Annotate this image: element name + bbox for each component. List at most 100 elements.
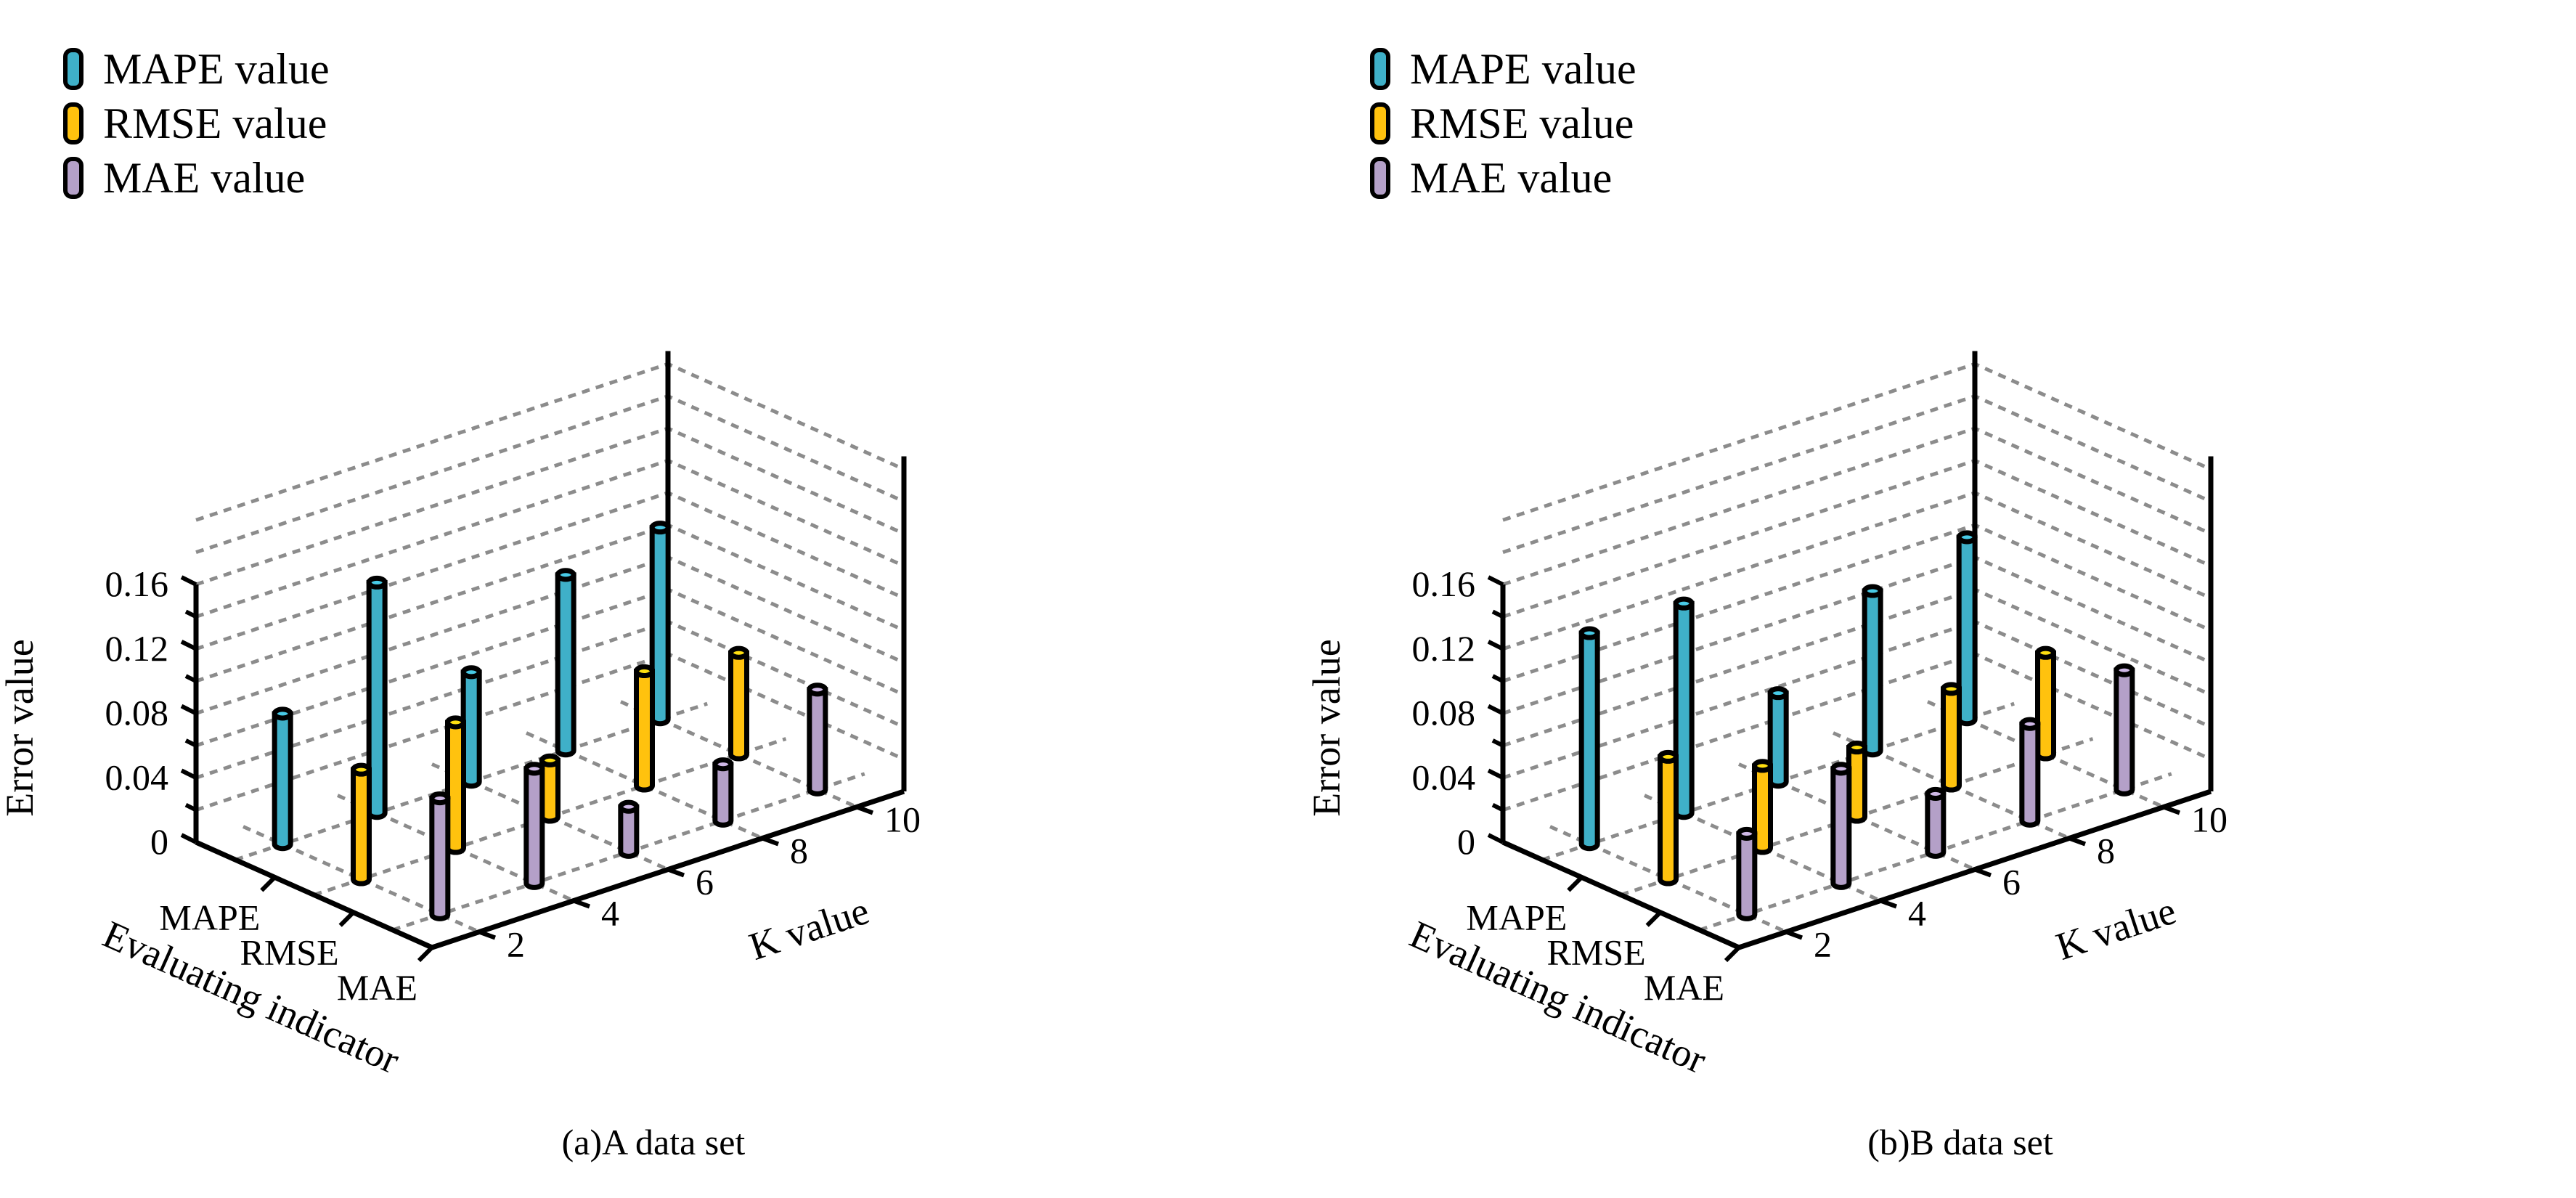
bar-rmse-value-k2 — [1658, 749, 1679, 887]
gridline-z — [195, 555, 905, 715]
bar-mape-value-k8 — [555, 568, 576, 758]
gridline-z — [1502, 458, 2212, 619]
z-tick-label: 0 — [150, 821, 168, 862]
bar-mae-value-k6 — [1925, 786, 1947, 859]
bar-cap — [1767, 686, 1789, 701]
bar-rmse-value-k4 — [1752, 759, 1773, 855]
k-tick-label-10: 10 — [884, 799, 921, 840]
gridline-z — [1502, 523, 2212, 683]
bar-cap — [460, 665, 482, 680]
bar-mape-value-k2 — [1578, 626, 1600, 852]
k-tick-mark — [855, 804, 874, 815]
bar-cap — [1578, 626, 1600, 640]
gridline-z — [195, 587, 905, 748]
gridline-z — [195, 426, 905, 587]
k-tick-mark — [572, 898, 591, 909]
bar-body — [272, 711, 293, 852]
x-tick-mark — [338, 910, 355, 927]
z-tick-mark — [180, 833, 197, 844]
z-tick-mark — [1491, 738, 1504, 748]
bar-cap — [712, 757, 734, 772]
bar-body — [1736, 831, 1758, 921]
bar-cap — [1673, 596, 1695, 611]
bar-cap — [649, 521, 671, 535]
bar-cap — [555, 568, 576, 582]
x-tick-label-rmse: RMSE — [1546, 932, 1645, 973]
gridline-z — [195, 458, 905, 619]
bar-mae-value-k4 — [1830, 762, 1852, 890]
k-axis-title: K value — [743, 889, 874, 969]
bar-cap — [2114, 663, 2135, 677]
gridline-z — [1502, 426, 2212, 587]
bar-cap — [728, 645, 749, 660]
k-tick-mark — [2068, 836, 2087, 847]
legend-label: RMSE value — [1410, 99, 1634, 147]
bar-cap — [445, 715, 466, 730]
k-tick-label-8: 8 — [2097, 831, 2115, 871]
bar-rmse-value-k10 — [728, 645, 749, 762]
legend-swatch — [63, 102, 83, 144]
legend-label: MAE value — [1410, 154, 1612, 202]
bar-body — [523, 766, 545, 890]
legend-swatch — [63, 48, 83, 90]
x-tick-mark — [260, 876, 277, 892]
bar-cap — [2035, 645, 2056, 660]
bar-mae-value-k10 — [807, 682, 828, 796]
x-tick-mark — [1645, 910, 1662, 927]
bar-body — [634, 668, 655, 793]
z-tick-label: 0.04 — [105, 757, 169, 797]
bar-body — [728, 650, 749, 762]
z-tick-label: 0.16 — [1412, 563, 1476, 604]
k-axis-title: K value — [2050, 889, 2181, 969]
k-tick-label-6: 6 — [2002, 862, 2021, 902]
bars — [272, 521, 828, 921]
z-tick-label: 0.08 — [1412, 693, 1476, 733]
bar-cap — [618, 799, 640, 814]
panel-caption: (b)B data set — [1867, 1122, 2053, 1162]
legend: MAPE value RMSE value MAE value — [1370, 45, 1637, 202]
bar-cap — [1925, 786, 1947, 802]
bar-rmse-value-k2 — [351, 762, 372, 887]
k-tick-mark — [1973, 867, 1992, 878]
bar-cap — [1941, 682, 1962, 696]
z-tick-mark — [1491, 609, 1504, 619]
bar-mape-value-k2 — [272, 706, 293, 852]
bar-cap — [1846, 741, 1867, 755]
k-tick-label-8: 8 — [790, 831, 808, 871]
z-tick-mark — [1491, 802, 1504, 812]
bar-cap — [1658, 749, 1679, 764]
bar-cap — [807, 682, 828, 697]
x-tick-mark — [1567, 876, 1583, 892]
x-tick-label-mape: MAPE — [159, 897, 260, 937]
x-tick-label-mape: MAPE — [1466, 897, 1567, 937]
z-tick-mark — [184, 802, 197, 812]
bar-cap — [272, 706, 293, 721]
z-tick-mark — [1487, 704, 1504, 716]
bar-cap — [351, 762, 372, 777]
k-tick-mark — [1785, 929, 1803, 940]
legend-item-mae-value: MAE value — [63, 154, 305, 202]
bar-body — [1941, 686, 1962, 793]
bar-body — [1925, 791, 1947, 859]
gridline-z — [195, 523, 905, 683]
legend-item-rmse-value: RMSE value — [1370, 99, 1634, 147]
z-tick-label: 0.12 — [105, 628, 169, 669]
legend-label: MAE value — [103, 154, 305, 202]
x-axis — [1501, 839, 1740, 950]
bar-body — [1862, 588, 1883, 758]
bar-mae-value-k4 — [523, 762, 545, 890]
bar-mae-value-k10 — [2114, 663, 2135, 796]
z-tick-mark — [184, 609, 197, 619]
legend-swatch — [1370, 48, 1390, 90]
bar-body — [1578, 630, 1600, 852]
gridline-z — [195, 491, 905, 651]
legend-item-mape-value: MAPE value — [1370, 45, 1637, 93]
panel-caption: (a)A data set — [562, 1122, 746, 1162]
z-tick-label: 0 — [1457, 821, 1475, 862]
k-tick-mark — [478, 929, 497, 940]
